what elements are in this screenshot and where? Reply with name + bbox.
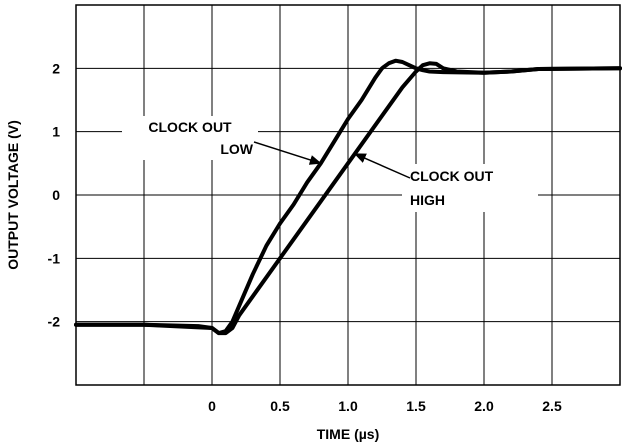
x-tick-label: 1.0 — [338, 398, 358, 414]
annotation-box — [402, 164, 538, 212]
y-tick-label: 0 — [52, 187, 60, 203]
annotation-arrow — [353, 153, 411, 179]
annotation-clock-out-high: CLOCK OUT HIGH — [353, 153, 538, 212]
annotation-layer: CLOCK OUT LOW CLOCK OUT HIGH — [122, 116, 538, 212]
annotation-arrow — [253, 141, 322, 165]
series-layer — [74, 58, 622, 336]
x-axis-label: TIME (µs) — [317, 426, 380, 442]
x-tick-label: 0.5 — [270, 398, 290, 414]
x-tick-label: 2.0 — [474, 398, 494, 414]
y-axis-label: OUTPUT VOLTAGE (V) — [5, 120, 21, 270]
y-tick-label: 2 — [52, 60, 60, 76]
series-line-clock-out-high — [74, 61, 622, 336]
x-tick-label: 2.5 — [542, 398, 562, 414]
annotation-text: CLOCK OUT — [148, 119, 232, 135]
x-tick-label: 1.5 — [406, 398, 426, 414]
plot-frame — [75, 4, 621, 386]
y-tick-label: -1 — [48, 250, 61, 266]
annotation-text: CLOCK OUT — [410, 168, 494, 184]
annotation-text: LOW — [220, 141, 253, 157]
x-tick-label: 0 — [208, 398, 216, 414]
annotation-text: HIGH — [410, 192, 445, 208]
y-tick-label: 1 — [52, 124, 60, 140]
tick-labels: 0 0.5 1.0 1.5 2.0 2.5 2 1 0 -1 -2 — [48, 60, 562, 414]
annotation-clock-out-low: CLOCK OUT LOW — [122, 116, 322, 165]
y-tick-label: -2 — [48, 314, 61, 330]
annotation-box — [122, 116, 258, 160]
